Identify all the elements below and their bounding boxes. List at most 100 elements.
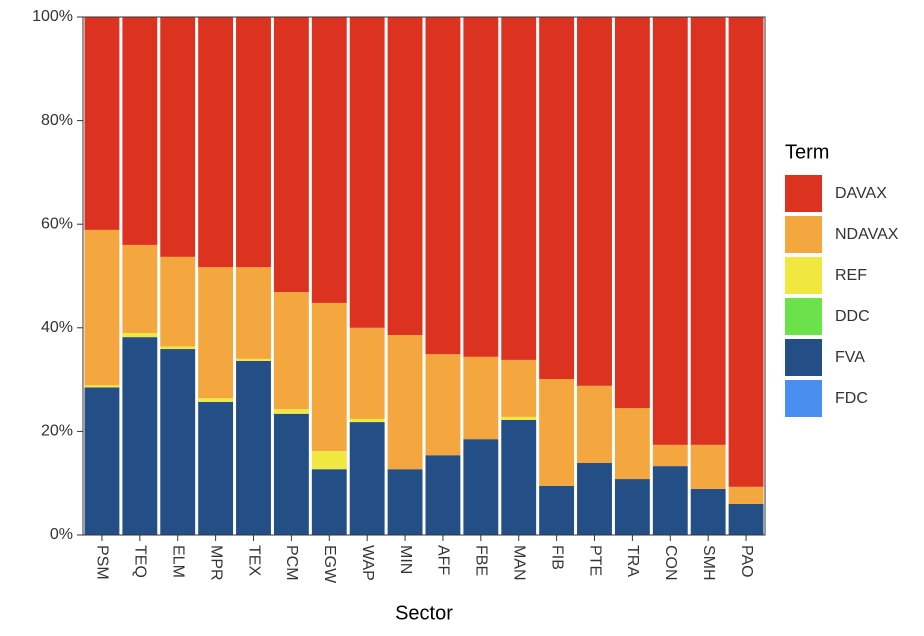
x-tick-label: TEX (245, 545, 262, 576)
bar-segment (501, 416, 537, 421)
bar-segment (236, 17, 271, 268)
bar-segment (236, 358, 271, 361)
x-tick-label: PAO (738, 545, 755, 578)
bar-segment (273, 292, 309, 410)
bar-segment (690, 488, 726, 535)
bar-segment (198, 17, 234, 268)
bar-segment (349, 422, 385, 535)
x-tick-label: MPR (207, 545, 224, 581)
bar-segment (198, 401, 234, 535)
bar-segment (122, 332, 158, 338)
bar-segment (122, 337, 158, 535)
bar-segment (311, 451, 347, 470)
bar-segment (122, 17, 158, 245)
bar-segment (387, 469, 423, 535)
bar-segment (614, 479, 650, 535)
legend-swatch (785, 175, 822, 212)
bar-segment (577, 17, 612, 386)
x-tick-label: MIN (397, 545, 414, 574)
legend-label: FDC (835, 390, 868, 407)
bar-segment (160, 256, 196, 347)
x-tick-label: CON (662, 545, 679, 581)
y-tick-label: 40% (41, 319, 73, 336)
bar-segment (652, 17, 688, 445)
bar-segment (463, 356, 499, 440)
bar-segment (311, 469, 347, 535)
bar-segment (160, 346, 196, 350)
y-tick-label: 0% (50, 526, 73, 543)
bar-segment (577, 462, 612, 535)
bar-segment (84, 385, 120, 388)
bar-segment (539, 379, 575, 486)
bar-segment (425, 455, 461, 535)
bar-segment (501, 420, 537, 535)
bar-segment (236, 360, 271, 535)
bar-segment (273, 409, 309, 414)
bar-segment (463, 439, 499, 535)
legend-swatch (785, 298, 822, 335)
bar-segment (463, 17, 499, 357)
bar-segment (160, 349, 196, 535)
bar-segment (387, 335, 423, 470)
bar-segment (539, 17, 575, 380)
x-tick-label: SMH (700, 545, 717, 581)
bar-segment (690, 17, 726, 445)
bar-segment (198, 398, 234, 402)
x-tick-label: FBE (473, 545, 490, 576)
bar-segment (425, 354, 461, 456)
bar-segment (539, 485, 575, 535)
x-tick-label: AFF (435, 545, 452, 575)
bar-segment (652, 466, 688, 535)
y-tick-label: 20% (41, 423, 73, 440)
bar-segment (425, 17, 461, 355)
bar-segment (160, 17, 196, 257)
bar-segment (84, 387, 120, 535)
bar-segment (273, 413, 309, 535)
x-tick-label: PSM (94, 545, 111, 580)
x-tick-label: FIB (548, 545, 565, 570)
legend-label: NDAVAX (835, 226, 899, 243)
x-tick-label: PTE (586, 545, 603, 576)
legend-label: REF (835, 267, 867, 284)
bar-segment (501, 359, 537, 417)
legend-label: DDC (835, 308, 870, 325)
bar-segment (652, 444, 688, 467)
legend-swatch (785, 380, 822, 417)
bar-segment (236, 267, 271, 359)
bar-segment (387, 17, 423, 336)
bar-segment (198, 267, 234, 399)
y-tick-label: 80% (41, 112, 73, 129)
legend-label: DAVAX (835, 185, 887, 202)
bar-segment (690, 444, 726, 489)
bar-segment (84, 17, 120, 230)
plot-frame (82, 16, 766, 536)
x-tick-label: TRA (624, 545, 641, 577)
legend-swatch (785, 216, 822, 253)
bar-segment (728, 503, 764, 535)
x-tick-label: PCM (283, 545, 300, 581)
bar-segment (349, 418, 385, 423)
bar-segment (84, 229, 120, 386)
x-tick-label: MAN (510, 545, 527, 581)
x-tick-label: EGW (321, 545, 338, 584)
bar-segment (728, 486, 764, 504)
bar-segment (273, 17, 309, 293)
legend-swatch (785, 257, 822, 294)
legend-swatch (785, 339, 822, 376)
y-tick-label: 100% (32, 8, 73, 25)
x-tick-label: TEQ (132, 545, 149, 578)
legend-title: Term (785, 141, 829, 163)
bar-segment (311, 17, 347, 303)
y-tick-label: 60% (41, 215, 73, 232)
bar-segment (577, 385, 612, 463)
x-tick-label: WAP (359, 545, 376, 581)
bar-segment (501, 17, 537, 360)
bar-segment (728, 17, 764, 487)
bar-segment (614, 17, 650, 409)
x-axis-title: Sector (395, 602, 453, 624)
bar-segment (122, 244, 158, 333)
bar-segment (349, 17, 385, 328)
bar-segment (349, 327, 385, 419)
x-tick-label: ELM (169, 545, 186, 578)
